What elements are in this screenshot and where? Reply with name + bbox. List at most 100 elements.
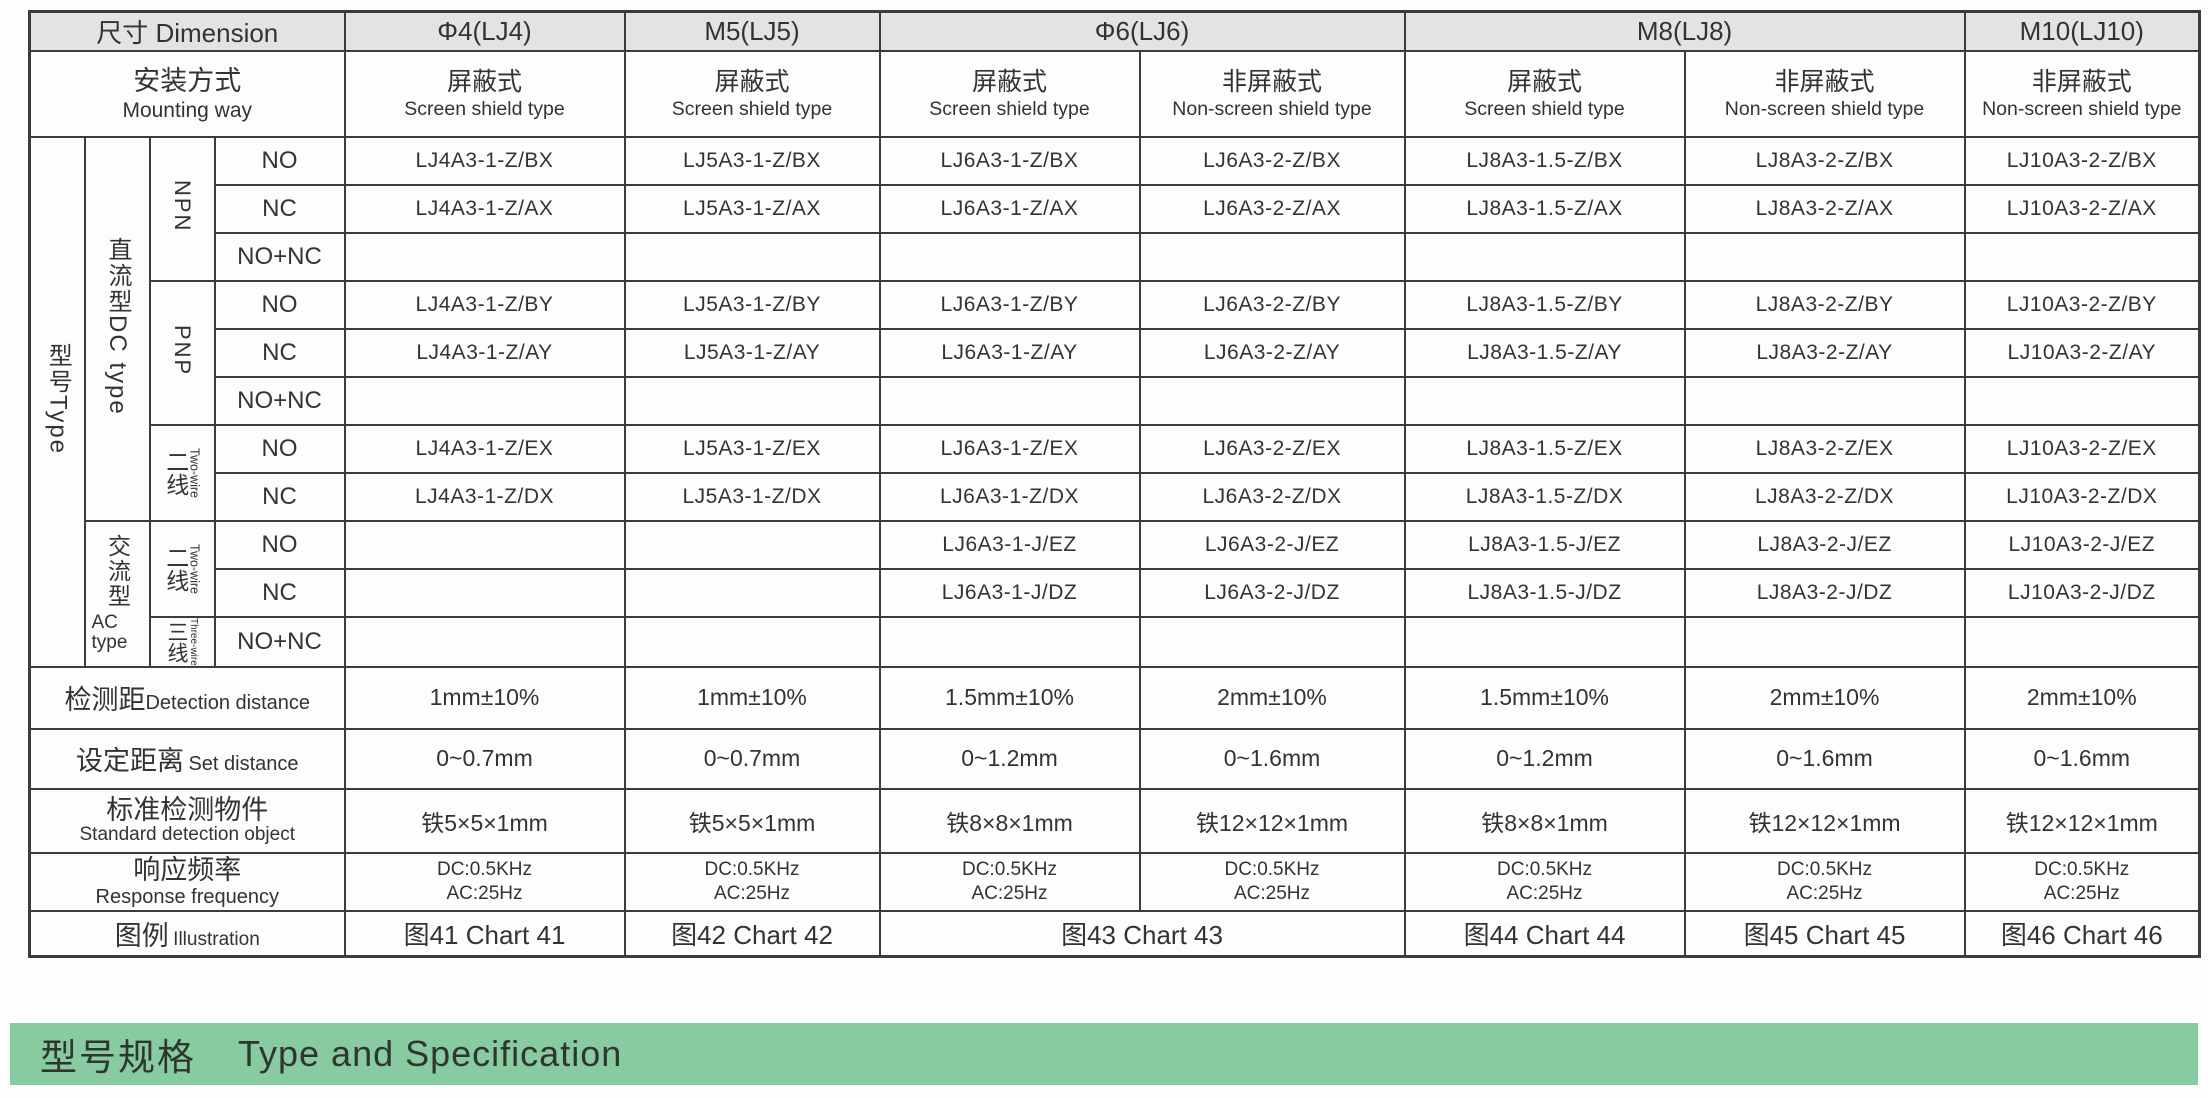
model-cell [1403, 616, 1686, 668]
output-label: NO [213, 520, 346, 570]
spec-cell: 1mm±10% [343, 665, 626, 730]
standard-object-en: Standard detection object [79, 824, 296, 846]
model-cell: LJ5A3-1-Z/EX [623, 424, 881, 474]
set-distance-label-cell: 设定距离 Set distance [28, 727, 346, 790]
spec-cell: 2mm±10% [1683, 665, 1966, 730]
freq-dc: DC:0.5KHz [2034, 859, 2130, 881]
output-label: NO [213, 424, 346, 474]
section-title-bar: 型号规格 Type and Specification [10, 1023, 2198, 1085]
model-cell: LJ6A3-2-Z/AX [1138, 184, 1406, 234]
output-label: NC [213, 328, 346, 378]
table-row-npn-no: 型号Type 直流型DC type NPN NO LJ4A3-1-Z/BX LJ… [28, 136, 2201, 668]
mount-en: Non-screen shield type [1982, 97, 2182, 120]
table-row-npn-nc: NC LJ4A3-1-Z/AX LJ5A3-1-Z/AX LJ6A3-1-Z/A… [30, 184, 2201, 234]
model-number: LJ8A3-1.5-Z/DX [1465, 485, 1624, 508]
spec-cell: DC:0.5KHz AC:25Hz [878, 851, 1141, 912]
set-distance-cn: 设定距离 [75, 746, 184, 777]
model-cell [623, 520, 881, 570]
section-title-en: Type and Specification [238, 1033, 623, 1074]
spec-cell: 铁12×12×1mm [1683, 787, 1966, 854]
spec-cell: 2mm±10% [1138, 665, 1406, 730]
spec-value: 铁12×12×1mm [2005, 809, 2158, 836]
detection-distance-label-cell: 检测距Detection distance [28, 665, 346, 730]
model-cell [1138, 376, 1406, 426]
model-cell: LJ6A3-1-J/DZ [878, 568, 1141, 618]
illustration-cell: 图46 Chart 46 [1963, 909, 2201, 958]
model-number: LJ8A3-2-Z/EX [1755, 437, 1894, 460]
model-number: LJ5A3-1-Z/AY [683, 341, 821, 364]
model-number: LJ8A3-2-J/DZ [1756, 581, 1893, 604]
illustration-cell: 图41 Chart 41 [343, 909, 626, 958]
model-cell [1138, 232, 1406, 282]
two-wire-cn: 二线 [162, 449, 189, 496]
spec-cell: 2mm±10% [1963, 665, 2201, 730]
side-type-label: 型号Type [44, 343, 72, 456]
model-cell: LJ8A3-1.5-Z/BX [1403, 136, 1686, 186]
spec-value: 0~1.6mm [1223, 745, 1321, 772]
model-cell: LJ6A3-1-Z/BY [878, 280, 1141, 330]
model-cell [623, 616, 881, 668]
freq-dc: DC:0.5KHz [1497, 859, 1593, 881]
model-cell: LJ6A3-2-Z/EX [1138, 424, 1406, 474]
freq-ac: AC:25Hz [1233, 882, 1311, 904]
model-cell: LJ8A3-2-Z/AY [1683, 328, 1966, 378]
model-cell: LJ8A3-2-J/DZ [1683, 568, 1966, 618]
chart-ref: 图44 Chart 44 [1463, 920, 1626, 951]
spec-cell: 铁12×12×1mm [1138, 787, 1406, 854]
model-cell: LJ8A3-2-Z/BX [1683, 136, 1966, 186]
model-cell [343, 568, 626, 618]
side-type-cell: 型号Type [28, 136, 86, 668]
mount-en: Screen shield type [1464, 97, 1625, 120]
freq-dc: DC:0.5KHz [1224, 859, 1320, 881]
spec-cell: 1.5mm±10% [878, 665, 1141, 730]
model-cell: LJ8A3-1.5-J/DZ [1403, 568, 1686, 618]
spec-value: 铁5×5×1mm [688, 809, 816, 836]
model-number: LJ6A3-2-Z/AY [1203, 341, 1341, 364]
model-number: LJ6A3-2-Z/DX [1202, 485, 1342, 508]
spec-value: 0~0.7mm [436, 745, 533, 772]
output-label: NO+NC [213, 232, 346, 282]
model-cell [343, 616, 626, 668]
standard-object-cn: 标准检测物件 [106, 794, 269, 825]
mounting-way-en: Mounting way [122, 99, 253, 123]
model-cell: LJ10A3-2-Z/AX [1963, 184, 2201, 234]
mount-cn: 屏蔽式 [1507, 67, 1583, 96]
spec-value: 2mm±10% [1217, 684, 1327, 711]
spec-cell: DC:0.5KHz AC:25Hz [1963, 851, 2201, 912]
model-cell: LJ8A3-1.5-Z/DX [1403, 472, 1686, 522]
chart-ref: 图43 Chart 43 [1061, 920, 1223, 951]
spec-cell: DC:0.5KHz AC:25Hz [1403, 851, 1686, 912]
model-number: LJ10A3-2-J/EZ [2008, 533, 2156, 556]
table-row-ac2wire-nc: NC LJ6A3-1-J/DZ LJ6A3-2-J/DZ LJ8A3-1.5-J… [30, 568, 2201, 618]
model-number: LJ8A3-1.5-Z/BX [1466, 149, 1623, 172]
spec-cell: DC:0.5KHz AC:25Hz [623, 851, 881, 912]
model-number: LJ6A3-1-Z/AX [940, 197, 1079, 220]
model-cell: LJ10A3-2-Z/EX [1963, 424, 2201, 474]
mounting-way-cell: 安装方式 Mounting way [28, 50, 346, 138]
spec-cell: 0~1.2mm [1403, 727, 1686, 790]
model-cell: LJ8A3-2-Z/DX [1683, 472, 1966, 522]
spec-value: 0~1.2mm [1496, 745, 1593, 772]
side-ac-cn: 交流型 [104, 534, 131, 610]
model-cell: LJ8A3-1.5-Z/AY [1403, 328, 1686, 378]
mount-en: Screen shield type [404, 97, 565, 120]
model-number: LJ6A3-1-J/EZ [942, 533, 1077, 556]
model-cell: LJ4A3-1-Z/AX [343, 184, 626, 234]
model-number: LJ8A3-2-Z/AX [1755, 197, 1894, 220]
model-number: LJ5A3-1-Z/BX [683, 149, 821, 172]
model-cell [1403, 232, 1686, 282]
model-number: LJ10A3-2-Z/AX [2006, 197, 2157, 220]
model-cell [1683, 376, 1966, 426]
model-cell [1683, 616, 1966, 668]
spec-value: 1.5mm±10% [945, 684, 1074, 711]
output-label: NO+NC [213, 616, 346, 668]
chart-ref: 图45 Chart 45 [1743, 920, 1906, 951]
chart-ref: 图46 Chart 46 [2000, 920, 2163, 951]
three-wire-cn: 三线 [165, 620, 188, 663]
model-number: LJ5A3-1-Z/EX [683, 437, 821, 460]
model-number: LJ8A3-2-Z/AY [1756, 341, 1893, 364]
spec-value: 0~1.2mm [961, 745, 1058, 772]
size-header-lj5: M5(LJ5) [623, 10, 881, 52]
type-specification-table: 尺寸 Dimension Φ4(LJ4) M5(LJ5) Φ6(LJ6) M8(… [28, 10, 2202, 959]
model-number: LJ6A3-2-Z/AX [1203, 197, 1341, 220]
